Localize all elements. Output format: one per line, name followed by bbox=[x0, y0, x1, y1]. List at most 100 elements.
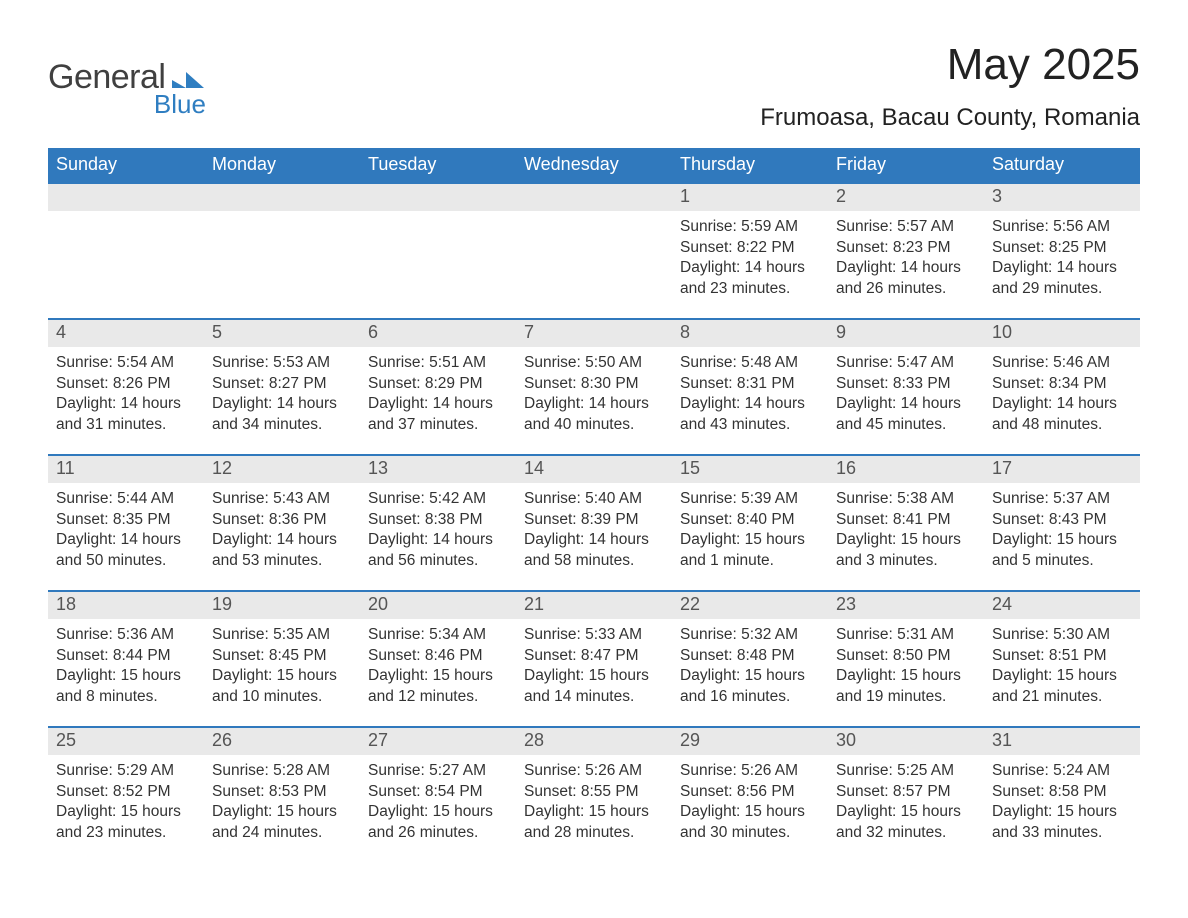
day-body: Sunrise: 5:37 AMSunset: 8:43 PMDaylight:… bbox=[984, 483, 1140, 577]
calendar-day-cell: 8Sunrise: 5:48 AMSunset: 8:31 PMDaylight… bbox=[672, 319, 828, 455]
sunset-line: Sunset: 8:58 PM bbox=[992, 782, 1132, 803]
month-title: May 2025 bbox=[760, 40, 1140, 90]
calendar-day-cell: 24Sunrise: 5:30 AMSunset: 8:51 PMDayligh… bbox=[984, 591, 1140, 727]
day-body bbox=[516, 211, 672, 221]
location-subtitle: Frumoasa, Bacau County, Romania bbox=[760, 104, 1140, 132]
dow-thursday: Thursday bbox=[672, 148, 828, 183]
daylight-line: Daylight: 14 hours and 40 minutes. bbox=[524, 394, 664, 436]
daylight-line: Daylight: 15 hours and 26 minutes. bbox=[368, 802, 508, 844]
daylight-line: Daylight: 14 hours and 43 minutes. bbox=[680, 394, 820, 436]
sunrise-line: Sunrise: 5:37 AM bbox=[992, 489, 1132, 510]
sunrise-line: Sunrise: 5:56 AM bbox=[992, 217, 1132, 238]
calendar-day-cell: 10Sunrise: 5:46 AMSunset: 8:34 PMDayligh… bbox=[984, 319, 1140, 455]
sunrise-line: Sunrise: 5:35 AM bbox=[212, 625, 352, 646]
sunset-line: Sunset: 8:25 PM bbox=[992, 238, 1132, 259]
day-number: 17 bbox=[984, 456, 1140, 483]
day-body: Sunrise: 5:48 AMSunset: 8:31 PMDaylight:… bbox=[672, 347, 828, 441]
calendar-day-cell: 13Sunrise: 5:42 AMSunset: 8:38 PMDayligh… bbox=[360, 455, 516, 591]
daylight-line: Daylight: 15 hours and 23 minutes. bbox=[56, 802, 196, 844]
calendar-day-cell: 19Sunrise: 5:35 AMSunset: 8:45 PMDayligh… bbox=[204, 591, 360, 727]
sunrise-line: Sunrise: 5:50 AM bbox=[524, 353, 664, 374]
day-body: Sunrise: 5:27 AMSunset: 8:54 PMDaylight:… bbox=[360, 755, 516, 849]
day-body: Sunrise: 5:53 AMSunset: 8:27 PMDaylight:… bbox=[204, 347, 360, 441]
sunrise-line: Sunrise: 5:32 AM bbox=[680, 625, 820, 646]
dow-tuesday: Tuesday bbox=[360, 148, 516, 183]
day-number: 15 bbox=[672, 456, 828, 483]
day-body: Sunrise: 5:59 AMSunset: 8:22 PMDaylight:… bbox=[672, 211, 828, 305]
day-body: Sunrise: 5:46 AMSunset: 8:34 PMDaylight:… bbox=[984, 347, 1140, 441]
daylight-line: Daylight: 15 hours and 8 minutes. bbox=[56, 666, 196, 708]
daylight-line: Daylight: 15 hours and 3 minutes. bbox=[836, 530, 976, 572]
calendar-day-cell: 14Sunrise: 5:40 AMSunset: 8:39 PMDayligh… bbox=[516, 455, 672, 591]
day-body: Sunrise: 5:34 AMSunset: 8:46 PMDaylight:… bbox=[360, 619, 516, 713]
sunrise-line: Sunrise: 5:31 AM bbox=[836, 625, 976, 646]
daylight-line: Daylight: 14 hours and 29 minutes. bbox=[992, 258, 1132, 300]
calendar-day-cell: 3Sunrise: 5:56 AMSunset: 8:25 PMDaylight… bbox=[984, 183, 1140, 319]
daylight-line: Daylight: 14 hours and 37 minutes. bbox=[368, 394, 508, 436]
daylight-line: Daylight: 15 hours and 16 minutes. bbox=[680, 666, 820, 708]
calendar-day-cell: 30Sunrise: 5:25 AMSunset: 8:57 PMDayligh… bbox=[828, 727, 984, 863]
sunrise-line: Sunrise: 5:30 AM bbox=[992, 625, 1132, 646]
sunset-line: Sunset: 8:22 PM bbox=[680, 238, 820, 259]
sunset-line: Sunset: 8:56 PM bbox=[680, 782, 820, 803]
sunset-line: Sunset: 8:27 PM bbox=[212, 374, 352, 395]
calendar-day-cell bbox=[516, 183, 672, 319]
day-number bbox=[516, 184, 672, 211]
sunrise-line: Sunrise: 5:47 AM bbox=[836, 353, 976, 374]
daylight-line: Daylight: 14 hours and 23 minutes. bbox=[680, 258, 820, 300]
sunset-line: Sunset: 8:30 PM bbox=[524, 374, 664, 395]
day-body: Sunrise: 5:25 AMSunset: 8:57 PMDaylight:… bbox=[828, 755, 984, 849]
calendar-day-cell: 28Sunrise: 5:26 AMSunset: 8:55 PMDayligh… bbox=[516, 727, 672, 863]
dow-wednesday: Wednesday bbox=[516, 148, 672, 183]
sunset-line: Sunset: 8:55 PM bbox=[524, 782, 664, 803]
day-body bbox=[48, 211, 204, 221]
daylight-line: Daylight: 15 hours and 24 minutes. bbox=[212, 802, 352, 844]
sunrise-line: Sunrise: 5:57 AM bbox=[836, 217, 976, 238]
day-body: Sunrise: 5:40 AMSunset: 8:39 PMDaylight:… bbox=[516, 483, 672, 577]
calendar-day-cell: 25Sunrise: 5:29 AMSunset: 8:52 PMDayligh… bbox=[48, 727, 204, 863]
calendar-day-cell bbox=[48, 183, 204, 319]
sunset-line: Sunset: 8:50 PM bbox=[836, 646, 976, 667]
day-body: Sunrise: 5:57 AMSunset: 8:23 PMDaylight:… bbox=[828, 211, 984, 305]
sunset-line: Sunset: 8:23 PM bbox=[836, 238, 976, 259]
sunrise-line: Sunrise: 5:53 AM bbox=[212, 353, 352, 374]
day-number: 6 bbox=[360, 320, 516, 347]
daylight-line: Daylight: 15 hours and 21 minutes. bbox=[992, 666, 1132, 708]
daylight-line: Daylight: 14 hours and 45 minutes. bbox=[836, 394, 976, 436]
day-body bbox=[360, 211, 516, 221]
day-number: 14 bbox=[516, 456, 672, 483]
day-body: Sunrise: 5:33 AMSunset: 8:47 PMDaylight:… bbox=[516, 619, 672, 713]
calendar-day-cell: 22Sunrise: 5:32 AMSunset: 8:48 PMDayligh… bbox=[672, 591, 828, 727]
daylight-line: Daylight: 15 hours and 32 minutes. bbox=[836, 802, 976, 844]
calendar-page: General Blue May 2025 Frumoasa, Bacau Co… bbox=[0, 0, 1188, 893]
calendar-day-cell: 6 Sunrise: 5:51 AMSunset: 8:29 PMDaylight… bbox=[360, 319, 516, 455]
sunrise-line: Sunrise: 5:29 AM bbox=[56, 761, 196, 782]
day-body: Sunrise: 5:36 AMSunset: 8:44 PMDaylight:… bbox=[48, 619, 204, 713]
sunrise-line: Sunrise: 5:54 AM bbox=[56, 353, 196, 374]
day-number: 12 bbox=[204, 456, 360, 483]
daylight-line: Daylight: 15 hours and 28 minutes. bbox=[524, 802, 664, 844]
sunset-line: Sunset: 8:29 PM bbox=[368, 374, 508, 395]
sunrise-line: Sunrise: 5:44 AM bbox=[56, 489, 196, 510]
calendar-day-cell: 12Sunrise: 5:43 AMSunset: 8:36 PMDayligh… bbox=[204, 455, 360, 591]
sunrise-line: Sunrise: 5:51 AM bbox=[368, 353, 508, 374]
day-number bbox=[204, 184, 360, 211]
sunset-line: Sunset: 8:35 PM bbox=[56, 510, 196, 531]
day-number: 13 bbox=[360, 456, 516, 483]
day-number: 25 bbox=[48, 728, 204, 755]
sunrise-line: Sunrise: 5:27 AM bbox=[368, 761, 508, 782]
day-body: Sunrise: 5:54 AMSunset: 8:26 PMDaylight:… bbox=[48, 347, 204, 441]
sunrise-line: Sunrise: 5:43 AM bbox=[212, 489, 352, 510]
sunrise-line: Sunrise: 5:59 AM bbox=[680, 217, 820, 238]
day-body: Sunrise: 5:32 AMSunset: 8:48 PMDaylight:… bbox=[672, 619, 828, 713]
daylight-line: Daylight: 14 hours and 50 minutes. bbox=[56, 530, 196, 572]
day-body: Sunrise: 5:28 AMSunset: 8:53 PMDaylight:… bbox=[204, 755, 360, 849]
day-body: Sunrise: 5:35 AMSunset: 8:45 PMDaylight:… bbox=[204, 619, 360, 713]
day-body: Sunrise: 5:43 AMSunset: 8:36 PMDaylight:… bbox=[204, 483, 360, 577]
sunset-line: Sunset: 8:33 PM bbox=[836, 374, 976, 395]
calendar-day-cell: 31Sunrise: 5:24 AMSunset: 8:58 PMDayligh… bbox=[984, 727, 1140, 863]
day-number: 31 bbox=[984, 728, 1140, 755]
sunset-line: Sunset: 8:47 PM bbox=[524, 646, 664, 667]
calendar-day-cell: 16Sunrise: 5:38 AMSunset: 8:41 PMDayligh… bbox=[828, 455, 984, 591]
day-body: Sunrise: 5:26 AMSunset: 8:56 PMDaylight:… bbox=[672, 755, 828, 849]
